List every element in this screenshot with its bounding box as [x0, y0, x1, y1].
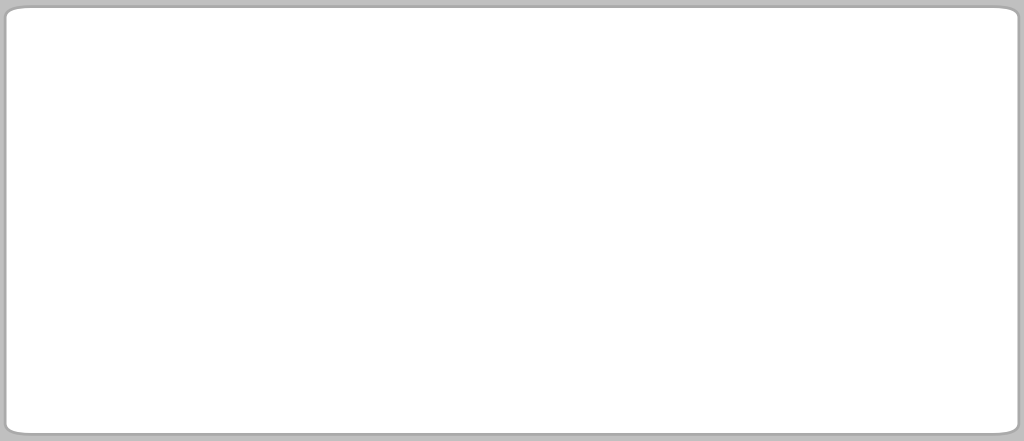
Circle shape [209, 165, 406, 250]
FancyBboxPatch shape [670, 192, 723, 222]
Circle shape [418, 167, 606, 248]
Circle shape [294, 206, 331, 222]
FancyBboxPatch shape [287, 196, 328, 220]
Bar [119, 199, 138, 202]
Circle shape [797, 167, 985, 248]
FancyBboxPatch shape [864, 192, 918, 222]
FancyBboxPatch shape [281, 192, 334, 222]
Text: 1: 1 [106, 195, 114, 205]
Circle shape [213, 167, 401, 248]
Circle shape [598, 165, 795, 250]
Circle shape [29, 167, 217, 248]
Circle shape [793, 165, 989, 250]
Circle shape [217, 168, 397, 246]
Circle shape [120, 193, 126, 196]
Text: Reporting: Reporting [646, 379, 746, 397]
Bar [293, 198, 317, 202]
Circle shape [801, 168, 981, 246]
Circle shape [300, 191, 314, 198]
Bar [293, 205, 317, 209]
Bar [119, 209, 138, 213]
Circle shape [888, 193, 894, 196]
Circle shape [304, 193, 310, 196]
FancyBboxPatch shape [102, 196, 143, 220]
Circle shape [25, 165, 221, 250]
Circle shape [414, 165, 610, 250]
Circle shape [422, 168, 602, 246]
Text: Preparation: Preparation [63, 379, 182, 397]
Bar [682, 205, 711, 209]
Bar [682, 197, 711, 201]
Text: Remediation: Remediation [827, 379, 954, 397]
Text: 5 Stages of Penetration Testing: 5 Stages of Penetration Testing [326, 43, 698, 63]
Circle shape [689, 191, 703, 198]
Text: 2: 2 [106, 206, 114, 216]
Circle shape [884, 191, 898, 198]
FancyBboxPatch shape [870, 196, 911, 220]
Circle shape [33, 168, 213, 246]
Circle shape [116, 191, 130, 198]
Text: Penetration: Penetration [453, 379, 571, 397]
Text: Reconnaissance: Reconnaissance [226, 379, 388, 397]
FancyBboxPatch shape [96, 192, 150, 222]
Circle shape [693, 193, 699, 196]
Circle shape [606, 168, 786, 246]
Bar [682, 213, 711, 217]
Circle shape [290, 204, 335, 224]
Circle shape [602, 167, 791, 248]
FancyBboxPatch shape [676, 196, 717, 220]
